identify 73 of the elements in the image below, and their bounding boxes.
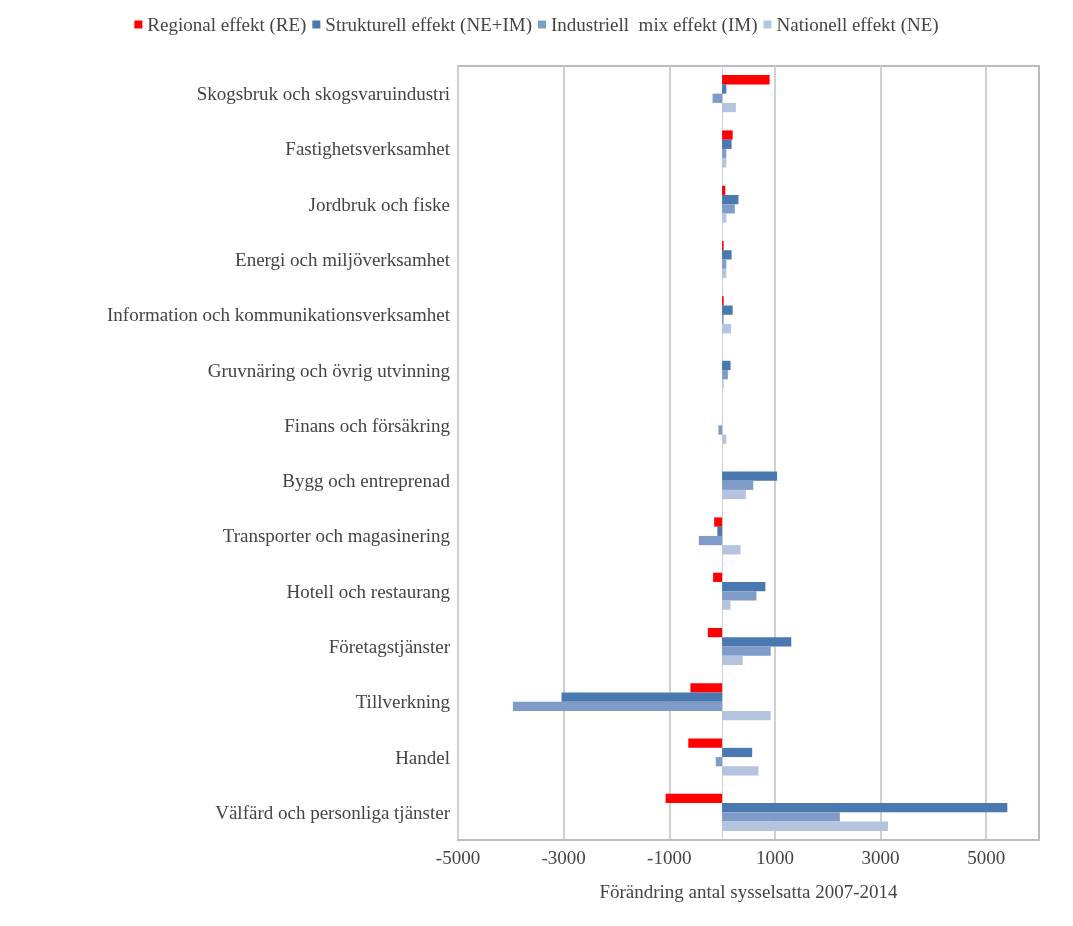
bar (722, 489, 746, 500)
bar (722, 821, 888, 831)
bar (722, 194, 739, 205)
bar (722, 360, 731, 371)
x-tick-label: -1000 (647, 847, 692, 868)
y-tick-label: Hotell och restaurang (286, 580, 451, 602)
legend-label: Industriell mix effekt (IM) (551, 14, 758, 36)
bar (714, 517, 723, 527)
y-tick-label: Finans och försäkring (284, 414, 451, 436)
y-tick-label: Fastighetsverksamhet (285, 138, 451, 160)
bar (722, 139, 732, 149)
y-tick-label: Tillverkning (355, 691, 451, 713)
y-tick-label: Bygg och entreprenad (282, 470, 451, 492)
bar (722, 803, 1008, 813)
bar (712, 93, 723, 103)
bar (722, 148, 727, 159)
bar (722, 471, 778, 481)
bar (722, 370, 728, 380)
bar (512, 701, 723, 712)
x-tick-label: 3000 (861, 847, 900, 868)
x-tick-label: 5000 (967, 847, 1006, 868)
bar (722, 434, 727, 444)
bar (722, 655, 743, 666)
y-tick-label: Skogsbruk och skogsvaruindustri (196, 83, 450, 105)
bar (718, 425, 723, 435)
bar (722, 591, 757, 601)
bar (722, 102, 736, 113)
legend-label: Regional effekt (RE) (147, 14, 307, 36)
bar (715, 757, 723, 767)
bar (722, 84, 727, 94)
bar (713, 572, 723, 582)
bar (722, 646, 771, 656)
bar (707, 627, 723, 638)
y-tick-label: Transporter och magasinering (222, 525, 451, 547)
bar (722, 204, 735, 214)
bar (722, 268, 727, 279)
bar (722, 324, 732, 334)
bar (688, 738, 723, 748)
bar (722, 545, 741, 555)
legend-label: Nationell effekt (NE) (776, 14, 939, 36)
bar (722, 711, 771, 721)
bar (722, 75, 770, 85)
bar (722, 213, 727, 223)
bar (722, 766, 759, 776)
bar (665, 793, 723, 804)
bar (722, 305, 733, 315)
bar (722, 158, 727, 168)
y-tick-label: Jordbruk och fiske (308, 193, 450, 215)
bar (717, 526, 723, 536)
bar (722, 600, 731, 610)
x-tick-label: -3000 (541, 847, 586, 868)
bar (722, 637, 792, 647)
y-tick-label: Välfärd och personliga tjänster (215, 801, 451, 823)
bar (690, 683, 723, 693)
y-tick-label: Handel (395, 746, 450, 768)
bar (722, 812, 840, 822)
bar (722, 250, 732, 260)
y-tick-label: Gruvnäring och övrig utvinning (207, 359, 451, 381)
y-tick-label: Företagstjänster (328, 636, 451, 657)
bar (722, 581, 766, 592)
x-axis-title: Förändring antal sysselsatta 2007-2014 (599, 881, 899, 902)
x-tick-label: -5000 (435, 847, 481, 868)
legend-label: Strukturell effekt (NE+IM) (325, 14, 533, 36)
x-tick-label: 1000 (755, 847, 794, 868)
bar (722, 480, 754, 490)
bar (722, 185, 726, 195)
bar (722, 747, 753, 758)
y-tick-label: Information och kommunikationsverksamhet (107, 304, 451, 326)
y-tick-label: Energi och miljöverksamhet (235, 249, 451, 270)
bar (722, 259, 727, 269)
bar (722, 130, 733, 140)
bar (698, 535, 723, 546)
bar (561, 692, 723, 702)
